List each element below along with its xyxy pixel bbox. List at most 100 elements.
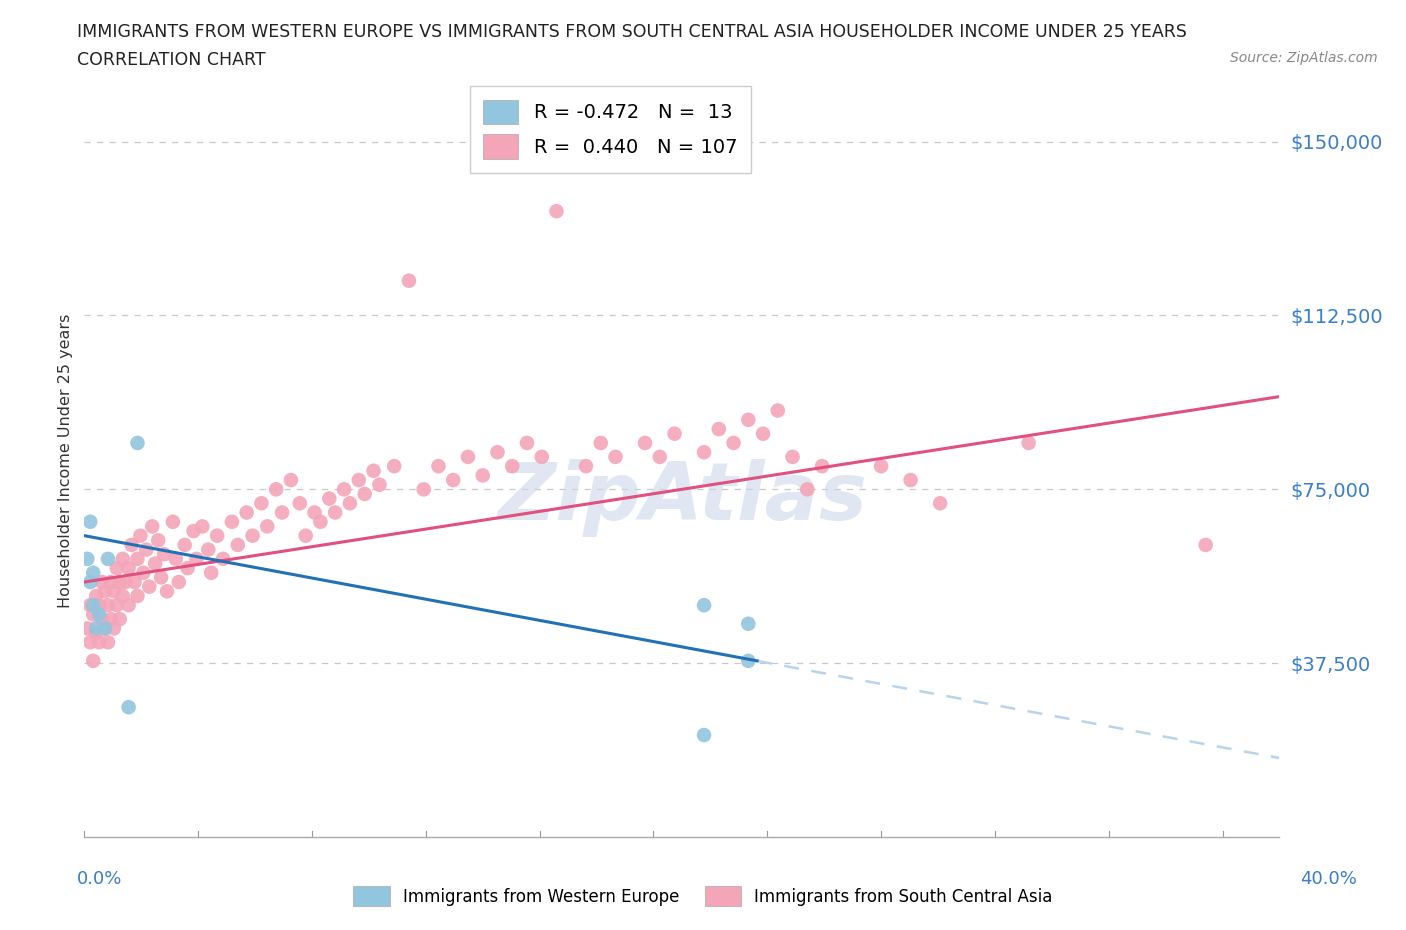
- Point: [212, 551, 235, 566]
- Point: [353, 486, 375, 501]
- Point: [339, 496, 361, 511]
- Point: [150, 570, 173, 585]
- Point: [82, 607, 104, 622]
- Point: [91, 575, 114, 590]
- Point: [111, 551, 134, 566]
- Point: [318, 491, 340, 506]
- Point: [127, 589, 149, 604]
- Legend: R = -0.472   N =  13, R =  0.440   N = 107: R = -0.472 N = 13, R = 0.440 N = 107: [470, 86, 751, 173]
- Point: [441, 472, 464, 487]
- Point: [84, 626, 107, 641]
- Point: [76, 621, 98, 636]
- Point: [737, 654, 759, 669]
- Point: [333, 482, 356, 497]
- Point: [412, 482, 434, 497]
- Point: [782, 449, 804, 464]
- Y-axis label: Householder Income Under 25 years: Householder Income Under 25 years: [58, 313, 73, 607]
- Text: 40.0%: 40.0%: [1301, 870, 1357, 887]
- Point: [162, 514, 184, 529]
- Point: [117, 561, 139, 576]
- Legend: Immigrants from Western Europe, Immigrants from South Central Asia: Immigrants from Western Europe, Immigran…: [346, 880, 1060, 912]
- Point: [363, 463, 385, 478]
- Point: [108, 575, 131, 590]
- Point: [127, 551, 149, 566]
- Point: [766, 403, 789, 418]
- Point: [84, 621, 107, 636]
- Point: [501, 458, 523, 473]
- Point: [79, 575, 101, 590]
- Point: [141, 519, 163, 534]
- Point: [79, 635, 101, 650]
- Point: [87, 598, 110, 613]
- Point: [294, 528, 316, 543]
- Point: [117, 598, 139, 613]
- Point: [108, 612, 131, 627]
- Point: [288, 496, 311, 511]
- Point: [94, 621, 117, 636]
- Point: [91, 612, 114, 627]
- Point: [737, 617, 759, 631]
- Point: [87, 607, 110, 622]
- Point: [398, 273, 420, 288]
- Point: [648, 449, 671, 464]
- Point: [186, 551, 208, 566]
- Point: [304, 505, 326, 520]
- Point: [427, 458, 450, 473]
- Point: [121, 538, 143, 552]
- Point: [167, 575, 190, 590]
- Point: [347, 472, 370, 487]
- Point: [76, 551, 98, 566]
- Point: [250, 496, 273, 511]
- Point: [796, 482, 818, 497]
- Point: [124, 575, 146, 590]
- Point: [79, 514, 101, 529]
- Point: [634, 435, 657, 450]
- Point: [737, 412, 759, 427]
- Point: [530, 449, 553, 464]
- Point: [1018, 435, 1040, 450]
- Point: [82, 654, 104, 669]
- Point: [929, 496, 952, 511]
- Point: [457, 449, 479, 464]
- Point: [382, 458, 405, 473]
- Point: [176, 561, 198, 576]
- Point: [97, 551, 120, 566]
- Text: Source: ZipAtlas.com: Source: ZipAtlas.com: [1230, 51, 1378, 65]
- Point: [516, 435, 538, 450]
- Point: [138, 579, 160, 594]
- Point: [135, 542, 157, 557]
- Point: [84, 589, 107, 604]
- Point: [143, 556, 166, 571]
- Point: [129, 528, 152, 543]
- Point: [97, 635, 120, 650]
- Point: [870, 458, 893, 473]
- Point: [79, 598, 101, 613]
- Point: [486, 445, 509, 459]
- Point: [87, 635, 110, 650]
- Point: [546, 204, 568, 219]
- Point: [146, 533, 169, 548]
- Text: CORRELATION CHART: CORRELATION CHART: [77, 51, 266, 69]
- Point: [1195, 538, 1218, 552]
- Point: [693, 727, 716, 742]
- Point: [589, 435, 612, 450]
- Point: [664, 426, 686, 441]
- Point: [103, 584, 125, 599]
- Point: [200, 565, 222, 580]
- Point: [900, 472, 922, 487]
- Point: [94, 584, 117, 599]
- Point: [132, 565, 155, 580]
- Point: [127, 435, 149, 450]
- Point: [242, 528, 264, 543]
- Point: [197, 542, 219, 557]
- Point: [280, 472, 302, 487]
- Point: [82, 565, 104, 580]
- Point: [693, 445, 716, 459]
- Point: [191, 519, 214, 534]
- Point: [811, 458, 834, 473]
- Text: ZipAtlas: ZipAtlas: [496, 459, 868, 537]
- Point: [173, 538, 195, 552]
- Point: [226, 538, 249, 552]
- Point: [271, 505, 294, 520]
- Point: [575, 458, 598, 473]
